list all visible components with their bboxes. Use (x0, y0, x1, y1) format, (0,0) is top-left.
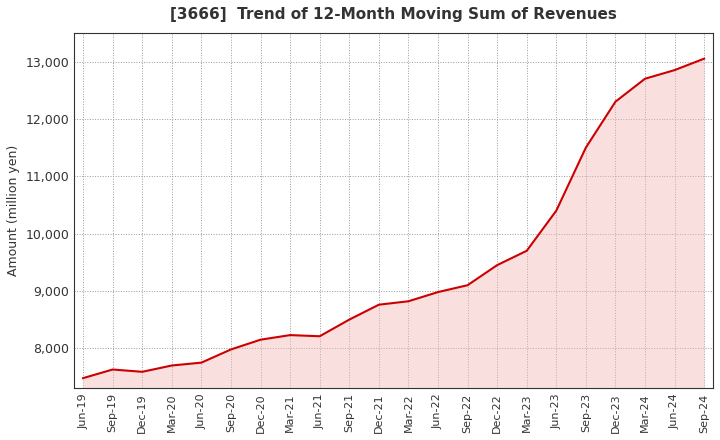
Title: [3666]  Trend of 12-Month Moving Sum of Revenues: [3666] Trend of 12-Month Moving Sum of R… (170, 7, 617, 22)
Y-axis label: Amount (million yen): Amount (million yen) (7, 145, 20, 276)
